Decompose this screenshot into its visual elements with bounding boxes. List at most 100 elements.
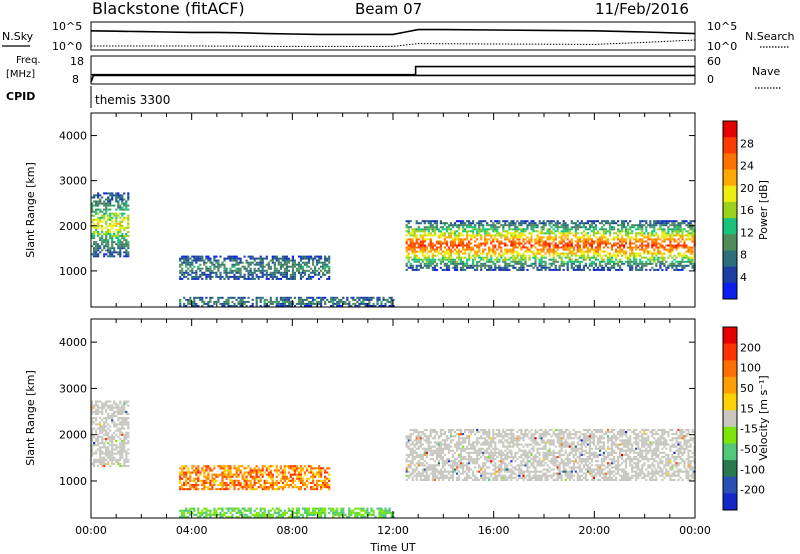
data-cell	[502, 258, 505, 261]
data-cell	[659, 262, 662, 265]
data-cell	[512, 248, 515, 251]
data-cell	[582, 242, 585, 245]
data-cell	[299, 471, 303, 474]
data-cell	[91, 419, 94, 422]
data-cell	[506, 220, 509, 223]
data-cell	[502, 228, 505, 231]
data-cell	[653, 248, 656, 251]
data-cell	[582, 238, 585, 241]
data-cell	[229, 255, 232, 258]
data-cell	[109, 235, 112, 237]
data-cell	[598, 248, 602, 251]
data-cell	[352, 296, 355, 299]
data-cell	[540, 248, 543, 251]
data-cell	[522, 262, 525, 265]
data-cell	[635, 234, 638, 237]
data-cell	[201, 298, 204, 301]
data-cell	[299, 486, 303, 489]
data-cell	[466, 234, 469, 237]
data-cell	[181, 471, 184, 474]
data-cell	[203, 465, 206, 468]
data-cell	[303, 473, 307, 476]
data-cell	[635, 232, 638, 235]
data-cell	[518, 268, 521, 271]
data-cell	[271, 473, 274, 476]
data-cell	[121, 237, 124, 240]
data-cell	[185, 255, 188, 258]
data-cell	[534, 240, 537, 243]
data-cell	[189, 265, 192, 268]
data-cell	[320, 473, 323, 476]
data-cell	[627, 256, 630, 259]
data-cell	[550, 220, 553, 223]
data-cell	[651, 246, 654, 249]
data-cell	[115, 251, 118, 254]
data-cell	[123, 198, 126, 201]
data-cell	[405, 443, 408, 446]
data-cell	[490, 264, 493, 267]
data-cell	[425, 228, 428, 231]
data-cell	[407, 252, 410, 255]
data-cell	[227, 255, 230, 258]
data-cell	[384, 511, 387, 514]
data-cell	[372, 305, 375, 307]
data-cell	[560, 260, 563, 263]
data-cell	[111, 440, 114, 443]
data-cell	[474, 254, 477, 257]
data-cell	[283, 269, 286, 272]
data-cell	[320, 305, 323, 307]
data-cell	[285, 300, 288, 303]
data-cell	[195, 467, 198, 470]
data-cell	[338, 515, 341, 518]
data-cell	[441, 242, 444, 245]
data-cell	[534, 224, 537, 227]
data-cell	[649, 258, 652, 261]
data-cell	[121, 427, 124, 430]
data-cell	[295, 513, 299, 516]
data-cell	[474, 256, 477, 259]
data-cell	[305, 509, 309, 512]
data-cell	[462, 226, 465, 229]
data-cell	[679, 262, 682, 265]
data-cell	[514, 228, 517, 231]
data-cell	[413, 248, 416, 251]
data-cell	[592, 252, 595, 255]
data-cell	[449, 248, 453, 251]
data-cell	[663, 246, 666, 249]
data-cell	[564, 226, 567, 229]
data-cell	[476, 246, 479, 249]
data-cell	[91, 233, 94, 235]
data-cell	[659, 228, 662, 231]
data-cell	[661, 228, 664, 231]
data-cell	[584, 258, 587, 261]
data-cell	[93, 247, 96, 250]
data-cell	[665, 220, 668, 223]
data-cell	[615, 232, 618, 235]
data-cell	[538, 264, 541, 267]
data-cell	[518, 266, 521, 269]
data-cell	[409, 466, 412, 469]
data-cell	[486, 254, 489, 257]
data-cell	[307, 296, 311, 299]
data-cell	[283, 467, 286, 470]
data-cell	[679, 234, 682, 237]
data-cell	[508, 258, 511, 261]
data-cell	[443, 242, 446, 245]
data-cell	[297, 271, 301, 274]
data-cell	[121, 440, 124, 443]
data-cell	[107, 224, 110, 227]
data-cell	[524, 234, 527, 237]
data-cell	[594, 264, 597, 267]
data-cell	[413, 244, 416, 247]
data-cell	[215, 479, 218, 482]
data-cell	[261, 261, 264, 264]
data-cell	[233, 269, 236, 272]
data-cell	[115, 220, 118, 223]
data-cell	[107, 456, 110, 459]
data-cell	[502, 266, 505, 269]
data-cell	[245, 484, 248, 487]
data-cell	[631, 230, 634, 233]
data-cell	[310, 305, 313, 307]
data-cell	[119, 410, 122, 413]
colorbar-tick-label: 20	[740, 182, 754, 195]
